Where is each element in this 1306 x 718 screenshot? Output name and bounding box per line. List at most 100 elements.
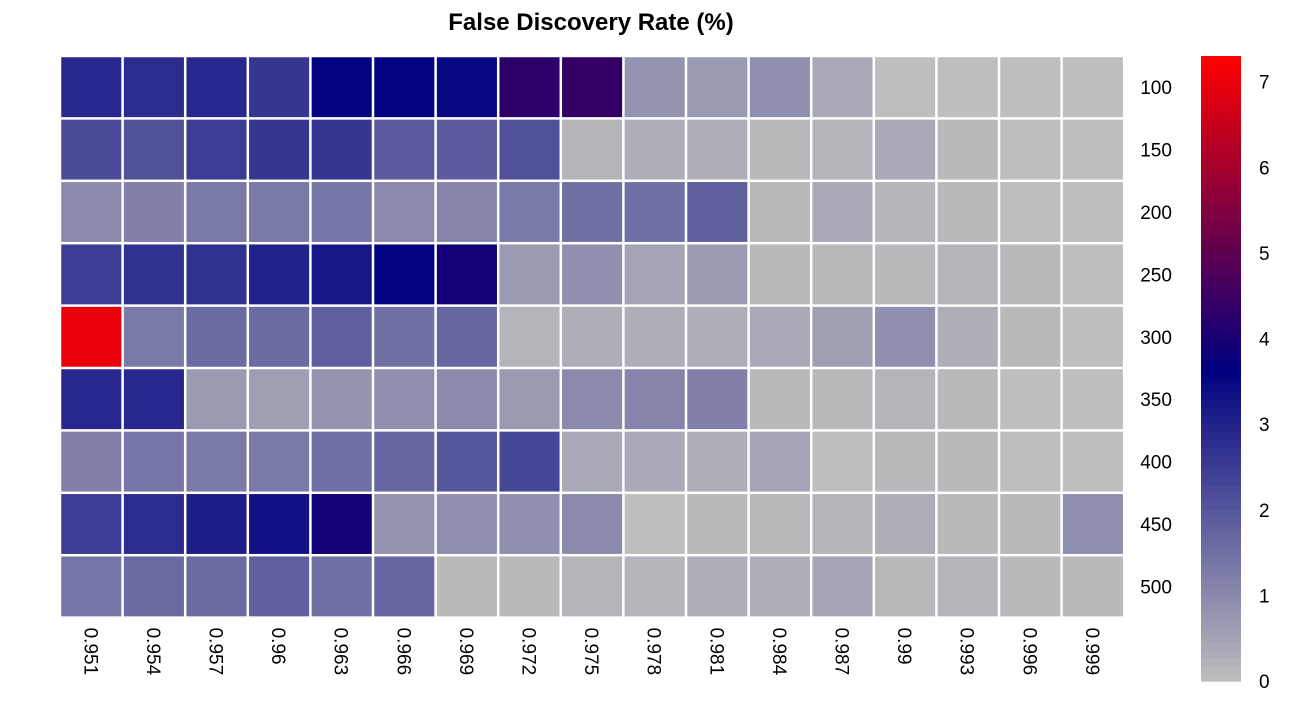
heatmap-cell — [562, 431, 623, 492]
color-legend-segment — [1201, 149, 1241, 159]
color-legend-segment — [1201, 266, 1241, 276]
heatmap-cell — [61, 306, 122, 367]
heatmap-cell — [436, 556, 497, 617]
heatmap-cell — [624, 119, 685, 180]
color-legend-segment — [1201, 399, 1241, 409]
color-legend-segment — [1201, 79, 1241, 88]
heatmap-cell — [875, 494, 936, 554]
heatmap-cell — [749, 182, 810, 242]
heatmap-cell — [1062, 556, 1123, 617]
heatmap-cell — [374, 494, 435, 554]
color-legend-segment — [1201, 415, 1241, 424]
color-legend-segment — [1201, 63, 1241, 73]
heatmap-cell — [311, 369, 372, 430]
color-legend: 0 1 2 3 4 5 6 7 — [1201, 56, 1270, 693]
color-legend-segment — [1201, 227, 1241, 237]
heatmap-cell — [186, 556, 247, 617]
color-legend-segment — [1201, 657, 1241, 666]
color-legend-segment — [1201, 431, 1241, 440]
heatmap-cell — [687, 57, 748, 118]
color-legend-segment — [1201, 571, 1241, 581]
heatmap-cell — [249, 494, 310, 554]
heatmap-cell — [687, 119, 748, 180]
heatmap-cell — [937, 182, 998, 242]
color-legend-segment — [1201, 626, 1241, 635]
heatmap-cell — [123, 369, 184, 430]
heatmap-cell — [1000, 556, 1061, 617]
color-legend-segment — [1201, 446, 1241, 456]
heatmap-cell — [562, 306, 623, 367]
heatmap-cell — [186, 494, 247, 554]
heatmap-cell — [123, 306, 184, 367]
heatmap-cell — [61, 57, 122, 118]
heatmap-cell — [61, 182, 122, 242]
heatmap-cell — [687, 431, 748, 492]
heatmap-cell — [436, 119, 497, 180]
heatmap-cell — [123, 244, 184, 305]
heatmap-cell — [1000, 431, 1061, 492]
color-legend-segment — [1201, 649, 1241, 659]
y-tick-label: 200 — [1140, 203, 1172, 224]
color-legend-segment — [1201, 141, 1241, 151]
color-legend-segment — [1201, 532, 1241, 541]
heatmap-cell — [875, 57, 936, 118]
color-legend-tick-label: 0 — [1259, 672, 1270, 693]
heatmap-cell — [123, 494, 184, 554]
heatmap-cell — [186, 182, 247, 242]
heatmap-cell — [186, 306, 247, 367]
heatmap-cell — [562, 494, 623, 554]
heatmap-cell — [436, 369, 497, 430]
heatmap-cell — [562, 369, 623, 430]
heatmap-cell — [61, 556, 122, 617]
heatmap-cell — [1000, 306, 1061, 367]
x-tick-label: 0.993 — [956, 628, 977, 676]
heatmap-cell — [1000, 57, 1061, 118]
color-legend-tick-label: 6 — [1259, 158, 1270, 179]
heatmap-cell — [624, 182, 685, 242]
heatmap-cell — [61, 431, 122, 492]
heatmap-cell — [123, 57, 184, 118]
color-legend-segment — [1201, 110, 1241, 120]
heatmap-cell — [436, 57, 497, 118]
color-legend-segment — [1201, 95, 1241, 104]
color-legend-segment — [1201, 470, 1241, 479]
color-legend-tick-label: 4 — [1259, 330, 1270, 351]
heatmap-cell — [1062, 431, 1123, 492]
color-legend-segment — [1201, 321, 1241, 331]
heatmap-cell — [749, 244, 810, 305]
color-legend-segment — [1201, 157, 1241, 166]
heatmap-cell — [937, 494, 998, 554]
heatmap-cell — [499, 369, 560, 430]
color-legend-segment — [1201, 540, 1241, 549]
heatmap-cell — [812, 369, 873, 430]
color-legend-segment — [1201, 118, 1241, 127]
color-legend-segment — [1201, 595, 1241, 604]
x-tick-label: 0.99 — [893, 628, 914, 665]
y-tick-label: 250 — [1140, 265, 1172, 286]
color-legend-ticks: 0 1 2 3 4 5 6 7 — [1259, 73, 1270, 693]
heatmap-cell — [1000, 182, 1061, 242]
color-legend-segment — [1201, 610, 1241, 620]
color-legend-segment — [1201, 360, 1241, 370]
heatmap-cell — [687, 556, 748, 617]
color-legend-segment — [1201, 274, 1241, 284]
color-legend-tick-label: 7 — [1259, 73, 1270, 94]
heatmap-cell — [937, 369, 998, 430]
x-tick-label: 0.957 — [205, 628, 226, 676]
color-legend-segment — [1201, 306, 1241, 315]
heatmap-cell — [562, 244, 623, 305]
heatmap-cell — [749, 306, 810, 367]
color-legend-segment — [1201, 126, 1241, 135]
color-legend-segment — [1201, 556, 1241, 565]
heatmap-cell — [1062, 182, 1123, 242]
heatmap-cell — [875, 182, 936, 242]
heatmap-cell — [687, 244, 748, 305]
x-tick-label: 0.963 — [330, 628, 351, 676]
heatmap-cell — [749, 369, 810, 430]
heatmap-cell — [436, 494, 497, 554]
color-legend-segment — [1201, 71, 1241, 81]
heatmap-cell — [499, 494, 560, 554]
heatmap-cell — [937, 431, 998, 492]
heatmap-cell — [749, 494, 810, 554]
heatmap-cell — [1000, 369, 1061, 430]
